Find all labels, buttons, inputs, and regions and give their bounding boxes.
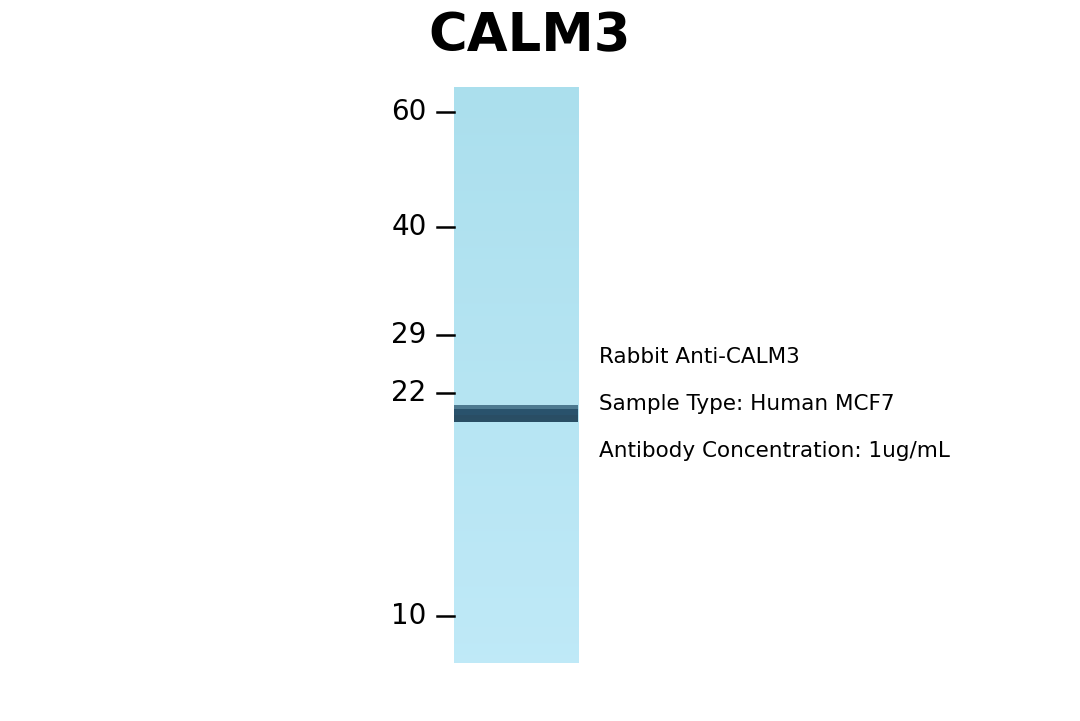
Text: 29: 29 bbox=[391, 322, 427, 349]
Text: CALM3: CALM3 bbox=[428, 10, 631, 62]
Text: 22: 22 bbox=[391, 379, 427, 407]
Text: Antibody Concentration: 1ug/mL: Antibody Concentration: 1ug/mL bbox=[599, 441, 950, 461]
Text: 40: 40 bbox=[391, 213, 427, 241]
Text: Rabbit Anti-CALM3: Rabbit Anti-CALM3 bbox=[599, 347, 800, 367]
Text: Sample Type: Human MCF7: Sample Type: Human MCF7 bbox=[599, 394, 895, 414]
Bar bbox=[454, 409, 578, 422]
Bar bbox=[454, 405, 578, 415]
Text: 10: 10 bbox=[391, 603, 427, 630]
Text: 60: 60 bbox=[391, 98, 427, 125]
